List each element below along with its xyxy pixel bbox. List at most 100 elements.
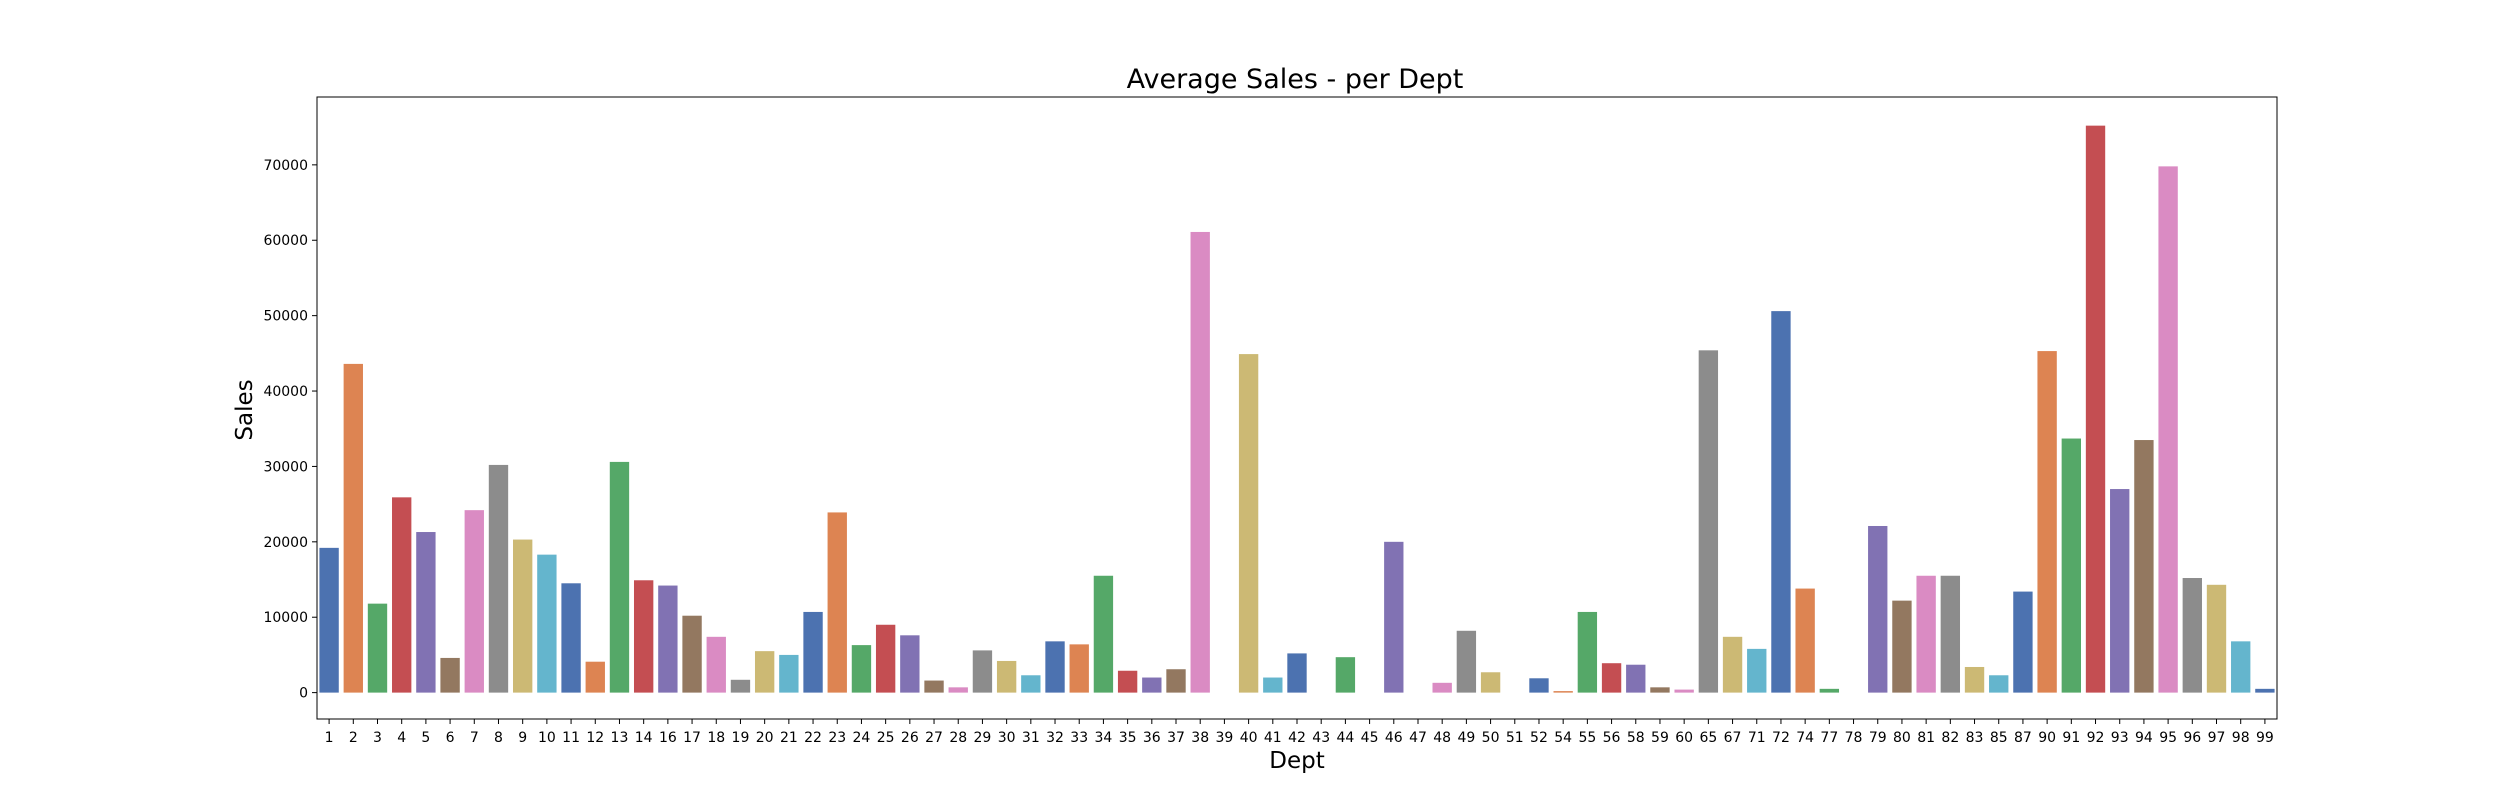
x-tick-label: 25 bbox=[877, 730, 895, 746]
bar-dept-3 bbox=[367, 603, 388, 693]
bar-dept-35 bbox=[1117, 670, 1138, 693]
bar-dept-16 bbox=[658, 585, 678, 693]
x-tick-label: 60 bbox=[1675, 730, 1693, 746]
x-tick-label: 29 bbox=[974, 730, 992, 746]
x-tick-label: 87 bbox=[2014, 730, 2032, 746]
x-tick-label: 95 bbox=[2159, 730, 2177, 746]
x-tick-label: 98 bbox=[2232, 730, 2250, 746]
bar-dept-46 bbox=[1384, 541, 1404, 693]
bar-dept-23 bbox=[827, 512, 847, 693]
x-tick-label: 80 bbox=[1893, 730, 1911, 746]
x-tick-label: 43 bbox=[1312, 730, 1330, 746]
x-tick-label: 21 bbox=[780, 730, 798, 746]
bar-dept-36 bbox=[1142, 677, 1162, 693]
bar-dept-6 bbox=[440, 657, 460, 693]
y-tick-label: 70000 bbox=[263, 158, 308, 174]
x-tick-label: 44 bbox=[1336, 730, 1354, 746]
bar-dept-18 bbox=[706, 636, 726, 693]
bar-dept-49 bbox=[1456, 630, 1477, 693]
bar-dept-22 bbox=[803, 611, 823, 693]
bar-dept-50 bbox=[1480, 672, 1501, 693]
x-tick-label: 59 bbox=[1651, 730, 1669, 746]
x-tick-label: 37 bbox=[1167, 730, 1185, 746]
bar-dept-17 bbox=[682, 615, 702, 693]
bar-dept-97 bbox=[2206, 584, 2227, 693]
bar-dept-8 bbox=[488, 464, 509, 693]
bar-dept-7 bbox=[464, 510, 484, 693]
bar-dept-10 bbox=[537, 554, 557, 693]
bar-dept-13 bbox=[609, 461, 630, 693]
bar-dept-83 bbox=[1964, 666, 1985, 693]
bar-dept-41 bbox=[1263, 677, 1283, 693]
x-tick-label: 39 bbox=[1215, 730, 1233, 746]
x-tick-label: 56 bbox=[1603, 730, 1621, 746]
x-tick-label: 13 bbox=[611, 730, 629, 746]
x-tick-label: 6 bbox=[446, 730, 455, 746]
bar-dept-54 bbox=[1553, 691, 1573, 693]
y-axis-label: Sales bbox=[232, 379, 258, 440]
x-tick-label: 40 bbox=[1240, 730, 1258, 746]
x-tick-label: 22 bbox=[804, 730, 822, 746]
x-tick-label: 77 bbox=[1820, 730, 1838, 746]
y-tick-label: 10000 bbox=[263, 610, 308, 626]
y-tick-label: 40000 bbox=[263, 384, 308, 400]
bar-dept-80 bbox=[1892, 600, 1912, 693]
bar-dept-28 bbox=[948, 687, 968, 693]
bar-dept-26 bbox=[900, 635, 920, 693]
x-tick-label: 14 bbox=[635, 730, 653, 746]
x-tick-label: 52 bbox=[1530, 730, 1548, 746]
x-tick-label: 18 bbox=[707, 730, 725, 746]
bar-dept-29 bbox=[972, 650, 993, 693]
x-tick-label: 47 bbox=[1409, 730, 1427, 746]
bar-dept-25 bbox=[875, 624, 896, 693]
x-tick-label: 72 bbox=[1772, 730, 1790, 746]
bar-dept-81 bbox=[1916, 575, 1936, 693]
bar-dept-12 bbox=[585, 661, 605, 693]
x-tick-label: 4 bbox=[397, 730, 406, 746]
x-tick-label: 81 bbox=[1917, 730, 1935, 746]
bar-dept-93 bbox=[2110, 489, 2130, 693]
x-tick-label: 58 bbox=[1627, 730, 1645, 746]
bar-dept-71 bbox=[1747, 648, 1767, 693]
x-tick-label: 82 bbox=[1941, 730, 1959, 746]
bar-dept-9 bbox=[513, 539, 533, 693]
x-tick-label: 27 bbox=[925, 730, 943, 746]
x-tick-label: 50 bbox=[1482, 730, 1500, 746]
x-tick-label: 23 bbox=[828, 730, 846, 746]
bar-dept-32 bbox=[1045, 641, 1065, 693]
x-tick-label: 67 bbox=[1724, 730, 1742, 746]
x-tick-label: 45 bbox=[1361, 730, 1379, 746]
bar-dept-72 bbox=[1771, 311, 1791, 693]
x-tick-label: 32 bbox=[1046, 730, 1064, 746]
x-tick-label: 36 bbox=[1143, 730, 1161, 746]
x-tick-label: 16 bbox=[659, 730, 677, 746]
x-tick-label: 20 bbox=[756, 730, 774, 746]
x-tick-label: 48 bbox=[1433, 730, 1451, 746]
bar-dept-77 bbox=[1819, 688, 1840, 693]
x-tick-label: 54 bbox=[1554, 730, 1572, 746]
bar-dept-1 bbox=[319, 547, 339, 693]
x-tick-label: 42 bbox=[1288, 730, 1306, 746]
bar-dept-4 bbox=[392, 497, 412, 693]
x-tick-label: 46 bbox=[1385, 730, 1403, 746]
bar-dept-30 bbox=[996, 660, 1017, 693]
bar-dept-95 bbox=[2158, 166, 2178, 693]
bar-dept-21 bbox=[779, 654, 799, 693]
x-tick-label: 5 bbox=[421, 730, 430, 746]
x-tick-label: 65 bbox=[1699, 730, 1717, 746]
bar-dept-38 bbox=[1190, 231, 1210, 693]
x-tick-label: 31 bbox=[1022, 730, 1040, 746]
bar-dept-34 bbox=[1093, 575, 1114, 693]
x-tick-label: 9 bbox=[518, 730, 527, 746]
bar-dept-14 bbox=[633, 580, 654, 693]
bar-dept-58 bbox=[1626, 664, 1646, 693]
x-tick-label: 51 bbox=[1506, 730, 1524, 746]
bar-dept-90 bbox=[2037, 351, 2057, 693]
x-axis-label: Dept bbox=[1269, 748, 1324, 774]
x-tick-label: 92 bbox=[2087, 730, 2105, 746]
bar-dept-2 bbox=[343, 363, 363, 693]
bar-dept-99 bbox=[2255, 688, 2275, 693]
x-tick-label: 49 bbox=[1457, 730, 1475, 746]
plot-frame bbox=[316, 96, 2278, 720]
